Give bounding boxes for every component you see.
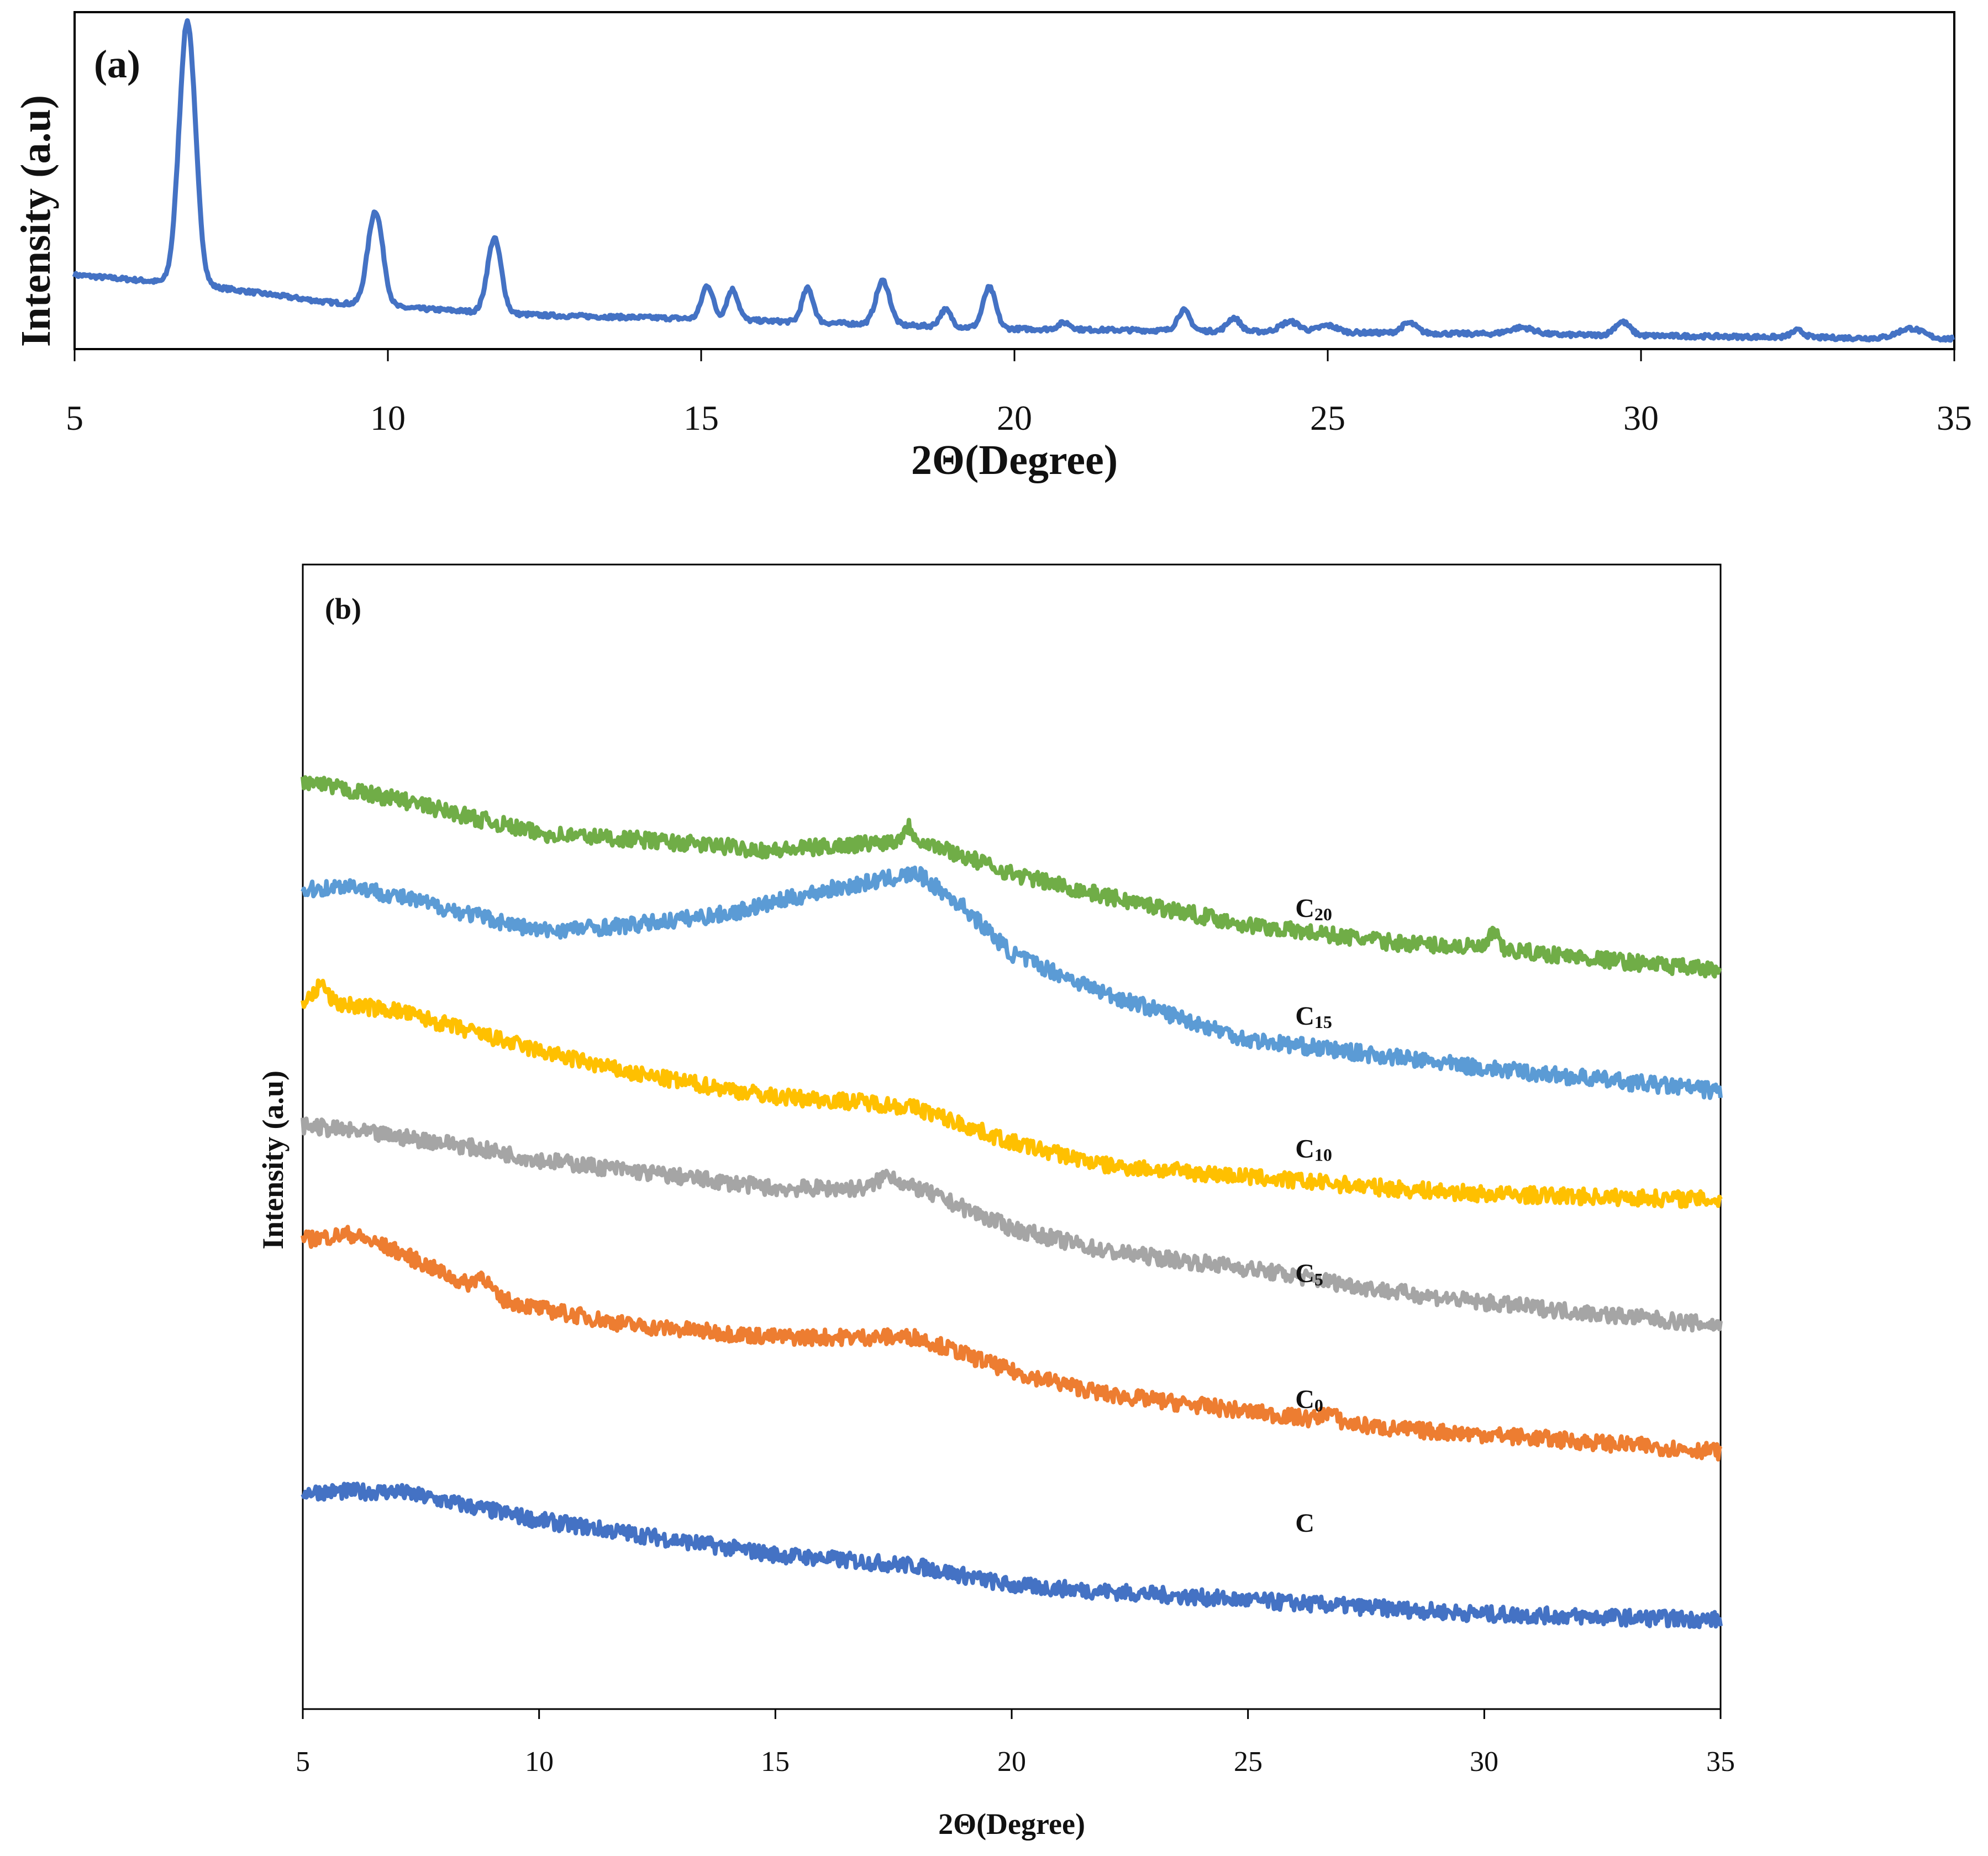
series-line-c0 <box>301 1225 1723 1462</box>
series-label-c20: C20 <box>1295 894 1332 924</box>
chart-a-x-tick-label: 25 <box>1310 398 1345 437</box>
chart-b-series-labels: C C0 C5 C10 C15 C20 <box>1295 894 1332 1538</box>
chart-a-x-tick-label: 30 <box>1623 398 1659 437</box>
chart-b-x-tick-label: 10 <box>525 1746 554 1778</box>
chart-b-x-tick-label: 20 <box>997 1746 1026 1778</box>
chart-b-x-tick-label: 5 <box>296 1746 310 1778</box>
series-label-c15: C15 <box>1295 1001 1332 1032</box>
chart-a-panel-label: (a) <box>94 42 140 86</box>
chart-b-x-axis-label: 2Θ(Degree) <box>938 1807 1085 1841</box>
series-label-c10: C10 <box>1295 1134 1332 1164</box>
chart-a-x-tick-label: 35 <box>1937 398 1972 437</box>
chart-a-x-tick-label: 15 <box>683 398 719 437</box>
chart-a-series-group <box>72 18 1956 343</box>
series-line-c10 <box>301 978 1723 1209</box>
chart-a-x-tick-label: 5 <box>66 398 83 437</box>
series-line-c20 <box>301 775 1722 979</box>
chart-a-x-tick-label: 20 <box>997 398 1032 437</box>
series-label-c0: C0 <box>1295 1385 1323 1415</box>
chart-a-x-tick-label: 10 <box>370 398 406 437</box>
series-line-c15 <box>301 866 1723 1100</box>
chart-b-series-group <box>301 775 1723 1630</box>
series-line-c <box>301 1481 1723 1630</box>
chart-a-y-axis-label: Intensity (a.u) <box>13 95 59 347</box>
chart-a-x-tick-marks <box>73 349 1955 361</box>
chart-b-x-tick-label: 25 <box>1234 1746 1263 1778</box>
chart-a: (a) Intensity (a.u) 5 10 15 20 25 30 35 … <box>13 11 1972 483</box>
series-label-c: C <box>1295 1509 1314 1538</box>
chart-b: (b) Intensity (a.u) 5 10 15 20 25 30 35 … <box>256 563 1735 1841</box>
chart-b-panel-label: (b) <box>325 592 361 625</box>
chart-b-x-tick-marks <box>302 1709 1722 1719</box>
chart-b-x-tick-label: 15 <box>761 1746 790 1778</box>
chart-b-y-axis-label: Intensity (a.u) <box>256 1071 290 1249</box>
series-line-a <box>72 18 1956 343</box>
chart-b-x-tick-label: 35 <box>1706 1746 1735 1778</box>
chart-b-x-tick-label: 30 <box>1470 1746 1498 1778</box>
chart-a-x-axis-label: 2Θ(Degree) <box>911 437 1118 483</box>
series-label-c5: C5 <box>1295 1259 1323 1289</box>
series-line-c5 <box>301 1116 1723 1333</box>
